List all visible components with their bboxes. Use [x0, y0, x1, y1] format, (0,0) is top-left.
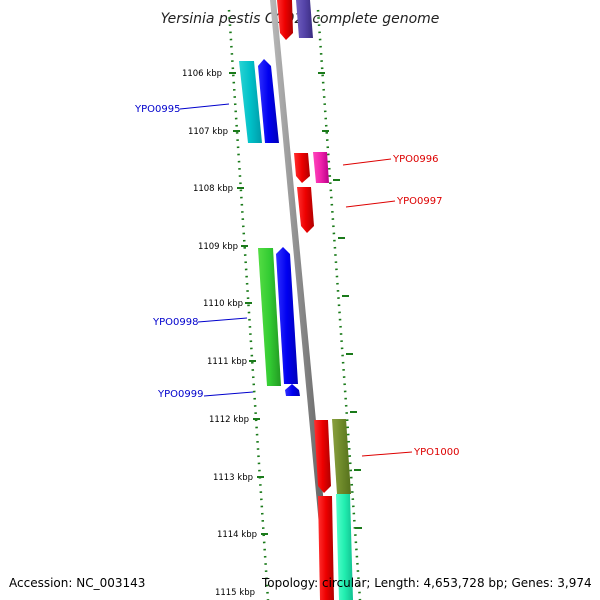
gene-top-purple: [296, 0, 313, 38]
gene-ypo0998-green: [258, 248, 281, 386]
gene-label-lines: [179, 103, 413, 457]
gene-label-ypo0997[interactable]: YPO0997: [396, 196, 442, 207]
gene-ypo1000-olive: [332, 419, 351, 494]
axis-label: 1112 kbp: [209, 415, 249, 425]
gene-bottom-red: [318, 496, 334, 600]
axis-labels: 1106 kbp 1107 kbp 1108 kbp 1109 kbp 1110…: [182, 69, 257, 598]
axis-label: 1108 kbp: [193, 184, 233, 194]
gene-label-ypo0998[interactable]: YPO0998: [152, 317, 198, 328]
gene-bottom-mint: [336, 494, 353, 600]
right-track-ticks: [318, 72, 362, 529]
axis-label: 1111 kbp: [207, 357, 247, 367]
left-dotted-track: [227, 9, 270, 600]
gene-ypo0995-cyan: [239, 61, 262, 143]
axis-label: 1106 kbp: [182, 69, 222, 79]
topology-text: Topology: circular; Length: 4,653,728 bp…: [261, 576, 592, 590]
accession-text: Accession: NC_003143: [9, 576, 145, 590]
gene-ypo0996-magenta: [313, 152, 329, 183]
gene-ypo0999-blue: [285, 384, 300, 396]
axis-label: 1113 kbp: [213, 473, 253, 483]
gene-label-ypo1000[interactable]: YPO1000: [413, 447, 459, 458]
gene-label-ypo0999[interactable]: YPO0999: [157, 389, 203, 400]
gene-label-ypo0995[interactable]: YPO0995: [134, 104, 180, 115]
gene-ypo0996-red: [294, 153, 310, 183]
axis-label: 1109 kbp: [198, 242, 238, 252]
gene-label-ypo0996[interactable]: YPO0996: [392, 154, 438, 165]
gene-ypo0997-red: [297, 187, 314, 233]
gene-top-red: [277, 0, 293, 40]
axis-label: 1115 kbp: [215, 588, 255, 598]
gene-ypo0995-blue: [258, 59, 279, 143]
axis-label: 1110 kbp: [203, 299, 243, 309]
axis-label: 1114 kbp: [217, 530, 257, 540]
axis-tick-marks: [229, 72, 268, 535]
right-dotted-track: [316, 9, 362, 600]
gene-ypo1000-red: [314, 420, 331, 493]
axis-label: 1107 kbp: [188, 127, 228, 137]
gene-ypo0998-blue: [276, 247, 298, 384]
